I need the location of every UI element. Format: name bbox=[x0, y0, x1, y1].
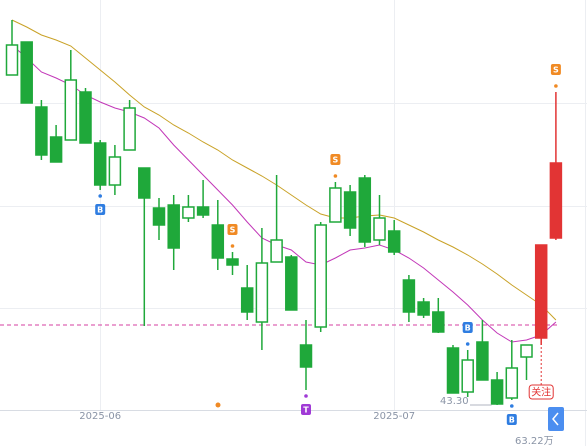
candle-body bbox=[211, 224, 225, 259]
candle-body bbox=[152, 207, 166, 226]
candle-body bbox=[476, 341, 489, 381]
signal-dot bbox=[554, 84, 558, 88]
candle-body bbox=[520, 344, 533, 358]
tag-box bbox=[528, 384, 554, 400]
candle-body bbox=[343, 191, 357, 229]
candle-body bbox=[5, 44, 19, 76]
signal-label: S bbox=[230, 226, 236, 235]
collapse-tab[interactable] bbox=[548, 407, 564, 431]
footer-label: 63.22万 bbox=[515, 436, 554, 446]
x-tick-label: 2025-06 bbox=[79, 411, 121, 422]
candle-body bbox=[432, 311, 445, 333]
candle-body bbox=[93, 142, 107, 186]
signal-box bbox=[462, 322, 473, 333]
signal-dot bbox=[465, 342, 470, 346]
candle-body bbox=[534, 244, 548, 339]
signal-label: S bbox=[553, 66, 559, 75]
candle-body bbox=[314, 224, 327, 328]
signal-label: B bbox=[465, 324, 471, 333]
candle-body bbox=[490, 379, 504, 405]
candle-body bbox=[417, 301, 430, 316]
candle-body bbox=[35, 106, 48, 156]
signal-dot bbox=[230, 244, 235, 248]
candle-body bbox=[446, 347, 460, 394]
candle-body bbox=[64, 79, 78, 141]
candle-body bbox=[387, 230, 401, 253]
tab-arrow bbox=[552, 412, 559, 426]
candle-body bbox=[461, 359, 474, 393]
candle-body bbox=[255, 262, 269, 323]
signal-label: B bbox=[509, 416, 515, 425]
tab-button[interactable] bbox=[548, 407, 564, 431]
candle-body bbox=[49, 136, 63, 163]
signal-dot bbox=[333, 174, 338, 178]
signal-dot bbox=[510, 404, 514, 408]
event-dot bbox=[215, 402, 221, 408]
signal-label: B bbox=[97, 206, 103, 215]
candle-body bbox=[505, 367, 519, 399]
candle-body bbox=[299, 344, 313, 368]
signal-box bbox=[95, 204, 106, 215]
signal-box bbox=[506, 414, 517, 425]
ma-line bbox=[11, 19, 557, 321]
plot: 2025-06 2025-07 B S T S B B S 关注 43.30 bbox=[0, 19, 563, 425]
tag-label: 关注 bbox=[531, 386, 551, 399]
candle-body bbox=[196, 206, 210, 216]
candle-body bbox=[402, 279, 416, 313]
candle-body bbox=[329, 187, 342, 223]
candle-body bbox=[123, 107, 136, 151]
candle-body bbox=[240, 287, 254, 313]
ma-line bbox=[11, 44, 557, 343]
signal-dot bbox=[304, 394, 308, 398]
signal-label: S bbox=[333, 156, 339, 165]
signal-dot bbox=[98, 194, 102, 198]
candle-body bbox=[138, 167, 151, 199]
candle-body bbox=[358, 177, 372, 243]
signal-box bbox=[330, 154, 341, 165]
signal-box bbox=[301, 404, 311, 415]
x-tick-label: 2025-07 bbox=[373, 411, 415, 422]
candle-body bbox=[79, 91, 92, 144]
candle-body bbox=[226, 258, 239, 266]
signal-box bbox=[227, 224, 238, 235]
candle-body bbox=[108, 156, 122, 186]
candle-body bbox=[182, 206, 195, 219]
candle-body bbox=[20, 41, 33, 104]
candle-body bbox=[285, 256, 298, 311]
candle-body bbox=[373, 217, 386, 241]
candle-body bbox=[167, 204, 180, 249]
signal-label: T bbox=[303, 406, 309, 415]
candle-body bbox=[549, 162, 563, 239]
signal-box bbox=[550, 64, 561, 75]
min-label: 43.30 bbox=[440, 396, 469, 407]
candle-body bbox=[270, 239, 283, 263]
